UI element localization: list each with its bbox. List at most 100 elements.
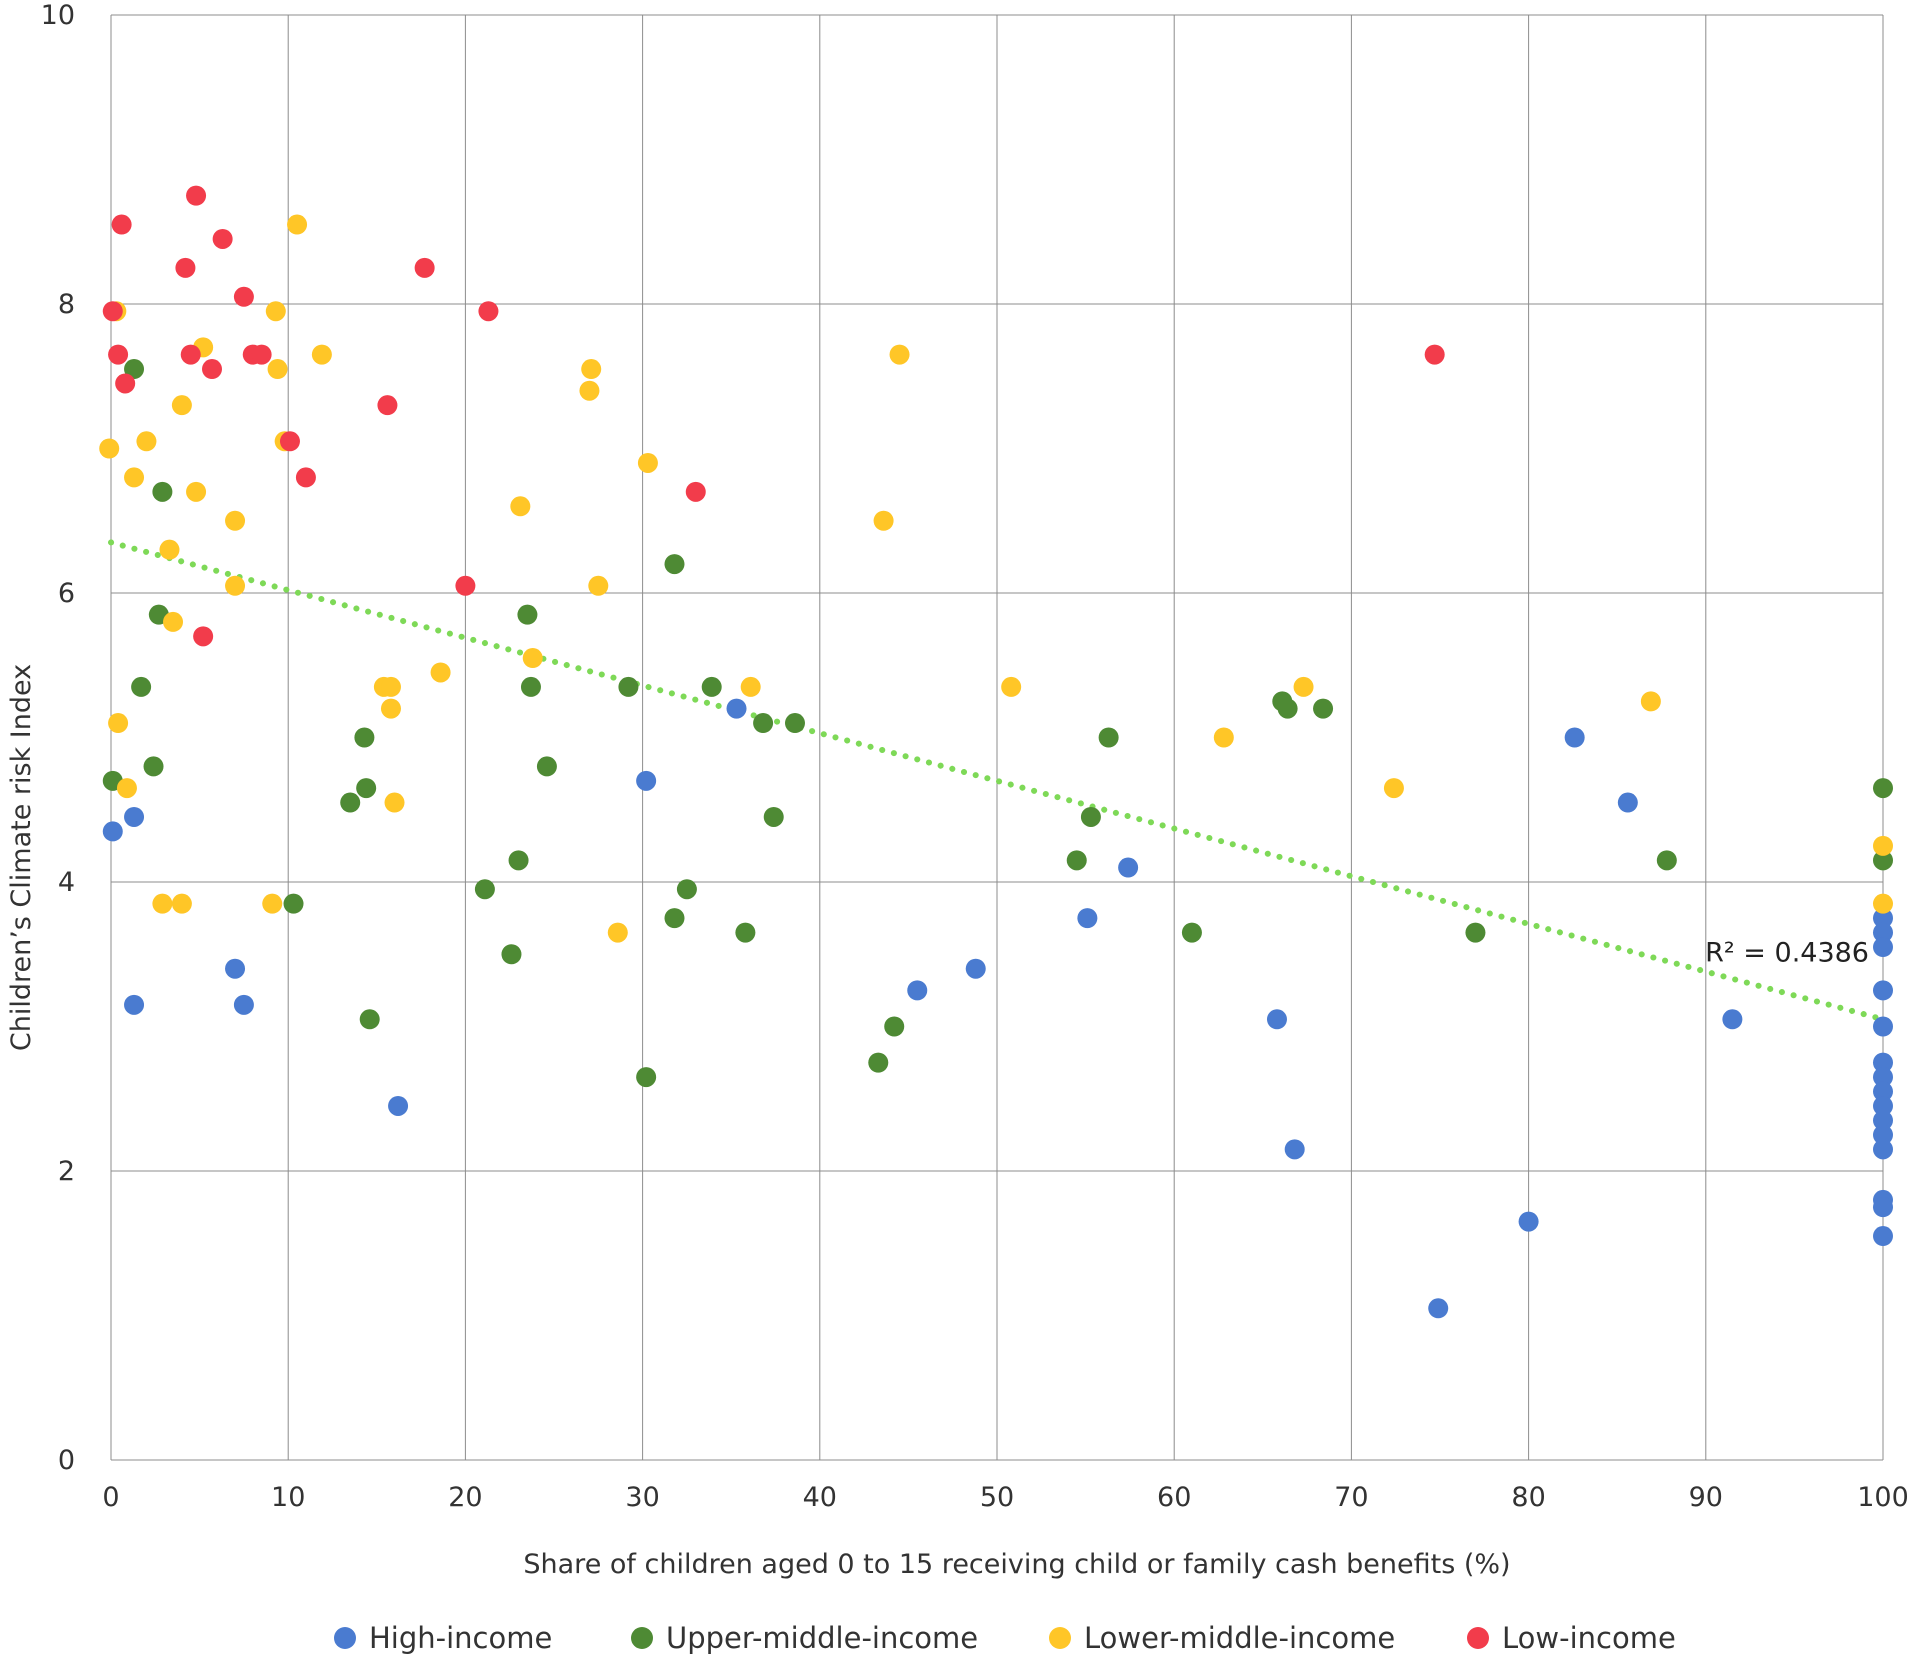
data-point — [102, 301, 123, 322]
data-point — [359, 1009, 380, 1030]
data-point — [1873, 1197, 1893, 1218]
data-point — [1722, 1009, 1743, 1030]
data-point — [1098, 727, 1119, 748]
data-point — [251, 344, 272, 365]
data-point — [414, 257, 435, 278]
data-point — [676, 879, 697, 900]
data-point — [1617, 792, 1638, 813]
data-point — [1873, 1081, 1893, 1102]
data-point — [384, 792, 405, 813]
x-axis-title: Share of children aged 0 to 15 receiving… — [523, 1549, 1510, 1580]
legend-marker — [1049, 1627, 1071, 1649]
data-point — [225, 958, 246, 979]
x-tick-label: 30 — [625, 1482, 659, 1513]
x-tick-label: 40 — [803, 1482, 837, 1513]
legend-marker — [1467, 1627, 1489, 1649]
data-point — [212, 228, 233, 249]
x-tick-label: 70 — [1334, 1482, 1368, 1513]
data-point — [262, 893, 283, 914]
data-point — [520, 676, 541, 697]
data-point — [295, 467, 316, 488]
series-high-income — [102, 698, 1893, 1319]
legend-label: High-income — [369, 1621, 552, 1655]
data-point — [1873, 1139, 1893, 1160]
data-point — [225, 510, 246, 531]
data-point — [588, 575, 609, 596]
data-point — [193, 626, 214, 647]
data-point — [265, 301, 286, 322]
legend-marker — [334, 1627, 356, 1649]
series-lower-middle-income — [99, 214, 1893, 943]
legend-label: Low-income — [1502, 1621, 1676, 1655]
data-point — [508, 850, 529, 871]
grid — [110, 14, 1884, 1461]
data-point — [636, 770, 657, 791]
data-point — [354, 727, 375, 748]
data-point — [907, 980, 928, 1001]
data-point — [1383, 778, 1404, 799]
data-point — [753, 713, 774, 734]
data-point — [581, 359, 602, 380]
data-point — [1873, 778, 1893, 799]
x-tick-label: 100 — [1857, 1482, 1909, 1513]
data-point — [637, 452, 658, 473]
data-point — [1873, 1095, 1893, 1116]
data-point — [1873, 1110, 1893, 1131]
data-point — [474, 879, 495, 900]
data-point — [124, 467, 145, 488]
data-point — [1424, 344, 1445, 365]
data-point — [1080, 806, 1101, 827]
data-point — [1213, 727, 1234, 748]
data-point — [685, 481, 706, 502]
data-point — [171, 395, 192, 416]
data-point — [735, 922, 756, 943]
data-point — [1293, 676, 1314, 697]
data-point — [1873, 850, 1893, 871]
legend-item: Lower-middle-income — [1049, 1621, 1395, 1655]
data-point — [1873, 1016, 1893, 1037]
data-point — [517, 604, 538, 625]
data-point — [163, 611, 184, 632]
y-tick-label: 4 — [58, 867, 75, 898]
data-point — [1873, 937, 1893, 958]
x-tick-label: 90 — [1689, 1482, 1723, 1513]
x-tick-label: 10 — [271, 1482, 305, 1513]
y-tick-label: 8 — [58, 289, 75, 320]
data-point — [607, 922, 628, 943]
data-point — [579, 380, 600, 401]
data-point — [136, 431, 157, 452]
x-tick-label: 80 — [1511, 1482, 1545, 1513]
data-point — [124, 994, 145, 1015]
data-point — [873, 510, 894, 531]
data-point — [152, 893, 173, 914]
data-point — [124, 359, 145, 380]
data-point — [763, 806, 784, 827]
y-tick-label: 10 — [41, 0, 75, 31]
data-point — [1873, 1226, 1893, 1247]
data-point — [279, 431, 300, 452]
data-point — [1873, 835, 1893, 856]
data-point — [225, 575, 246, 596]
legend-item: High-income — [334, 1621, 552, 1655]
data-point — [380, 698, 401, 719]
data-point — [455, 575, 476, 596]
data-point — [102, 821, 123, 842]
series-upper-middle-income — [102, 359, 1893, 1088]
data-point — [283, 893, 304, 914]
data-point — [1077, 908, 1098, 929]
data-point — [186, 481, 207, 502]
data-point — [175, 257, 196, 278]
data-point — [1873, 980, 1893, 1001]
x-tick-label: 60 — [1157, 1482, 1191, 1513]
data-point — [784, 713, 805, 734]
y-tick-label: 2 — [58, 1156, 75, 1187]
data-point — [701, 676, 722, 697]
data-point — [1277, 698, 1298, 719]
data-point — [1873, 1124, 1893, 1145]
data-point — [510, 496, 531, 517]
data-point — [636, 1067, 657, 1088]
data-point — [159, 539, 180, 560]
data-point — [1873, 922, 1893, 943]
